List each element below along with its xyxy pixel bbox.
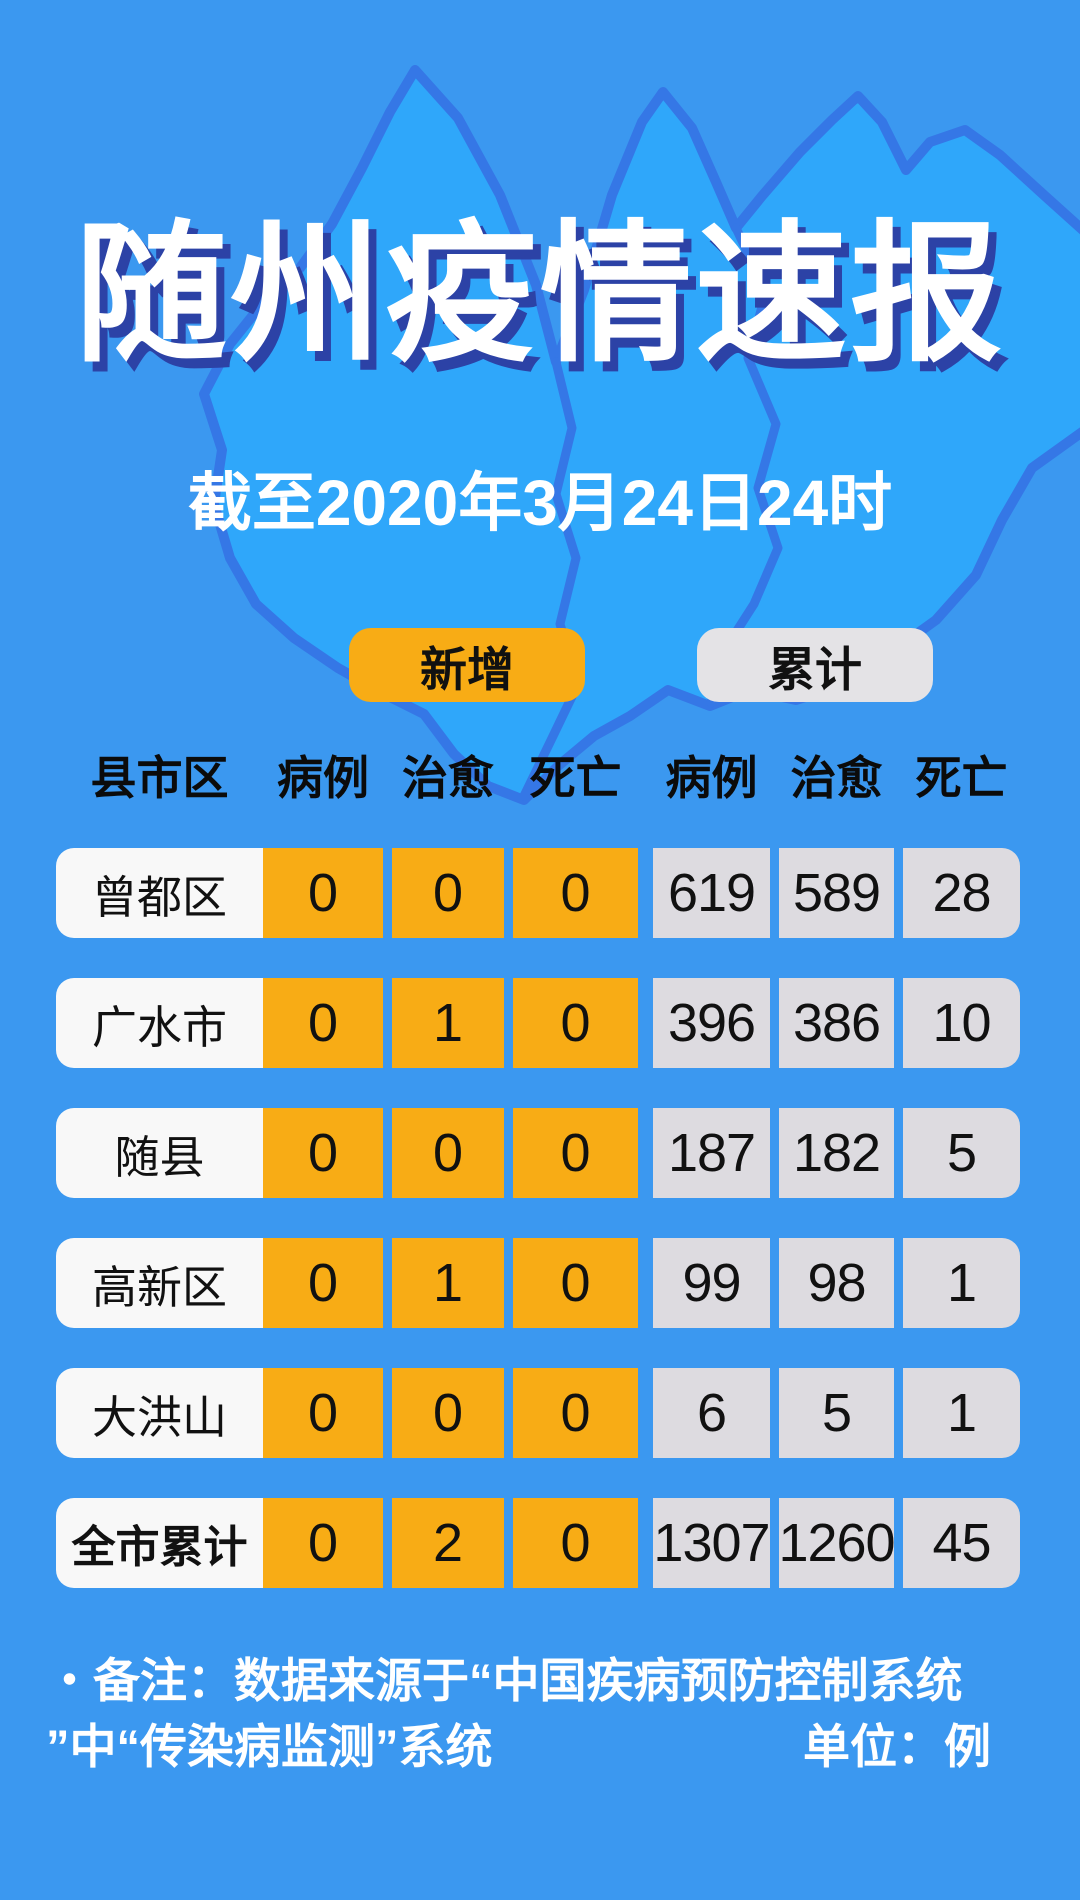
table-row-guangshui: 广水市 0 1 0 396 386 10 <box>56 978 1020 1068</box>
cum-deaths-value: 10 <box>903 978 1020 1068</box>
cum-deaths-value: 45 <box>903 1498 1020 1588</box>
header-cum-cured: 治愈 <box>790 752 883 804</box>
cum-cured-value: 1260 <box>778 1498 896 1588</box>
cum-deaths-value: 28 <box>903 848 1020 938</box>
new-deaths-value: 0 <box>513 1368 638 1458</box>
new-deaths-value: 0 <box>513 978 638 1068</box>
cum-deaths-value: 5 <box>903 1108 1020 1198</box>
footer-unit-label: 单位：例 <box>803 1720 991 1773</box>
table-row-citywide-total: 全市累计 0 2 0 1307 1260 45 <box>56 1498 1020 1588</box>
table-header: 县市区 病例 治愈 死亡 病例 治愈 死亡 <box>56 742 1020 808</box>
cum-deaths-value: 1 <box>903 1238 1020 1328</box>
region-name: 全市累计 <box>56 1498 263 1588</box>
cum-cases-value: 619 <box>653 848 770 938</box>
cum-cases-value: 396 <box>653 978 770 1068</box>
header-new-deaths: 死亡 <box>529 752 622 804</box>
cum-cases-value: 6 <box>653 1368 770 1458</box>
new-cases-value: 0 <box>263 848 383 938</box>
badge-cumulative: 累计 <box>697 628 933 702</box>
header-new-cases: 病例 <box>277 752 369 804</box>
map-outline <box>199 65 1080 805</box>
badge-new: 新增 <box>349 628 585 702</box>
new-cases-value: 0 <box>263 978 383 1068</box>
page-title: 随州疫情速报 <box>75 210 1005 380</box>
cum-cured-value: 5 <box>779 1368 894 1458</box>
new-cured-value: 0 <box>392 1368 504 1458</box>
new-cases-value: 0 <box>263 1498 383 1588</box>
new-cases-value: 0 <box>263 1108 383 1198</box>
table-row-zengdu: 曾都区 0 0 0 619 589 28 <box>56 848 1020 938</box>
cum-cured-value: 98 <box>779 1238 894 1328</box>
table-row-suixian: 随县 0 0 0 187 182 5 <box>56 1108 1020 1198</box>
new-deaths-value: 0 <box>513 1108 638 1198</box>
new-cases-value: 0 <box>263 1238 383 1328</box>
header-cum-cases: 病例 <box>665 752 758 804</box>
region-name: 大洪山 <box>56 1368 263 1458</box>
footer-note: ・备注：数据来源于“中国疾病预防控制系统 ”中“传染病监测”系统 单位：例 <box>46 1648 991 1780</box>
new-deaths-value: 0 <box>513 1498 638 1588</box>
new-cured-value: 1 <box>392 1238 504 1328</box>
cum-cases-value: 1307 <box>653 1498 771 1588</box>
table-row-gaoxin: 高新区 0 1 0 99 98 1 <box>56 1238 1020 1328</box>
footer-source-line1: ・备注：数据来源于“中国疾病预防控制系统 <box>46 1654 963 1707</box>
cum-cured-value: 386 <box>779 978 894 1068</box>
header-new-cured: 治愈 <box>402 752 494 804</box>
new-cases-value: 0 <box>263 1368 383 1458</box>
cum-cured-value: 182 <box>779 1108 894 1198</box>
cum-cases-value: 99 <box>653 1238 770 1328</box>
region-name: 广水市 <box>56 978 263 1068</box>
new-deaths-value: 0 <box>513 848 638 938</box>
table-body: 曾都区 0 0 0 619 589 28 广水市 0 1 0 396 386 1… <box>56 848 1020 1628</box>
footer-source-line2: ”中“传染病监测”系统 <box>46 1720 493 1773</box>
cum-cases-value: 187 <box>653 1108 770 1198</box>
new-cured-value: 1 <box>392 978 504 1068</box>
date-line: 截至2020年3月24日24时 <box>187 467 893 539</box>
new-deaths-value: 0 <box>513 1238 638 1328</box>
header-cum-deaths: 死亡 <box>915 752 1008 804</box>
cum-deaths-value: 1 <box>903 1368 1020 1458</box>
table-row-dahongshan: 大洪山 0 0 0 6 5 1 <box>56 1368 1020 1458</box>
header-region: 县市区 <box>90 752 229 804</box>
region-name: 曾都区 <box>56 848 263 938</box>
map-inner-border-west <box>519 357 583 801</box>
region-name: 高新区 <box>56 1238 263 1328</box>
region-name: 随县 <box>56 1108 263 1198</box>
new-cured-value: 0 <box>392 848 504 938</box>
new-cured-value: 2 <box>392 1498 504 1588</box>
cum-cured-value: 589 <box>779 848 894 938</box>
new-cured-value: 0 <box>392 1108 504 1198</box>
